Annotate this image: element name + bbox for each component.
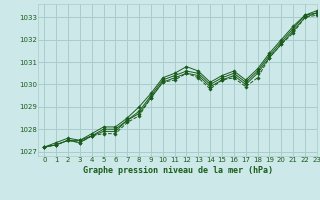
X-axis label: Graphe pression niveau de la mer (hPa): Graphe pression niveau de la mer (hPa) [83, 166, 273, 175]
